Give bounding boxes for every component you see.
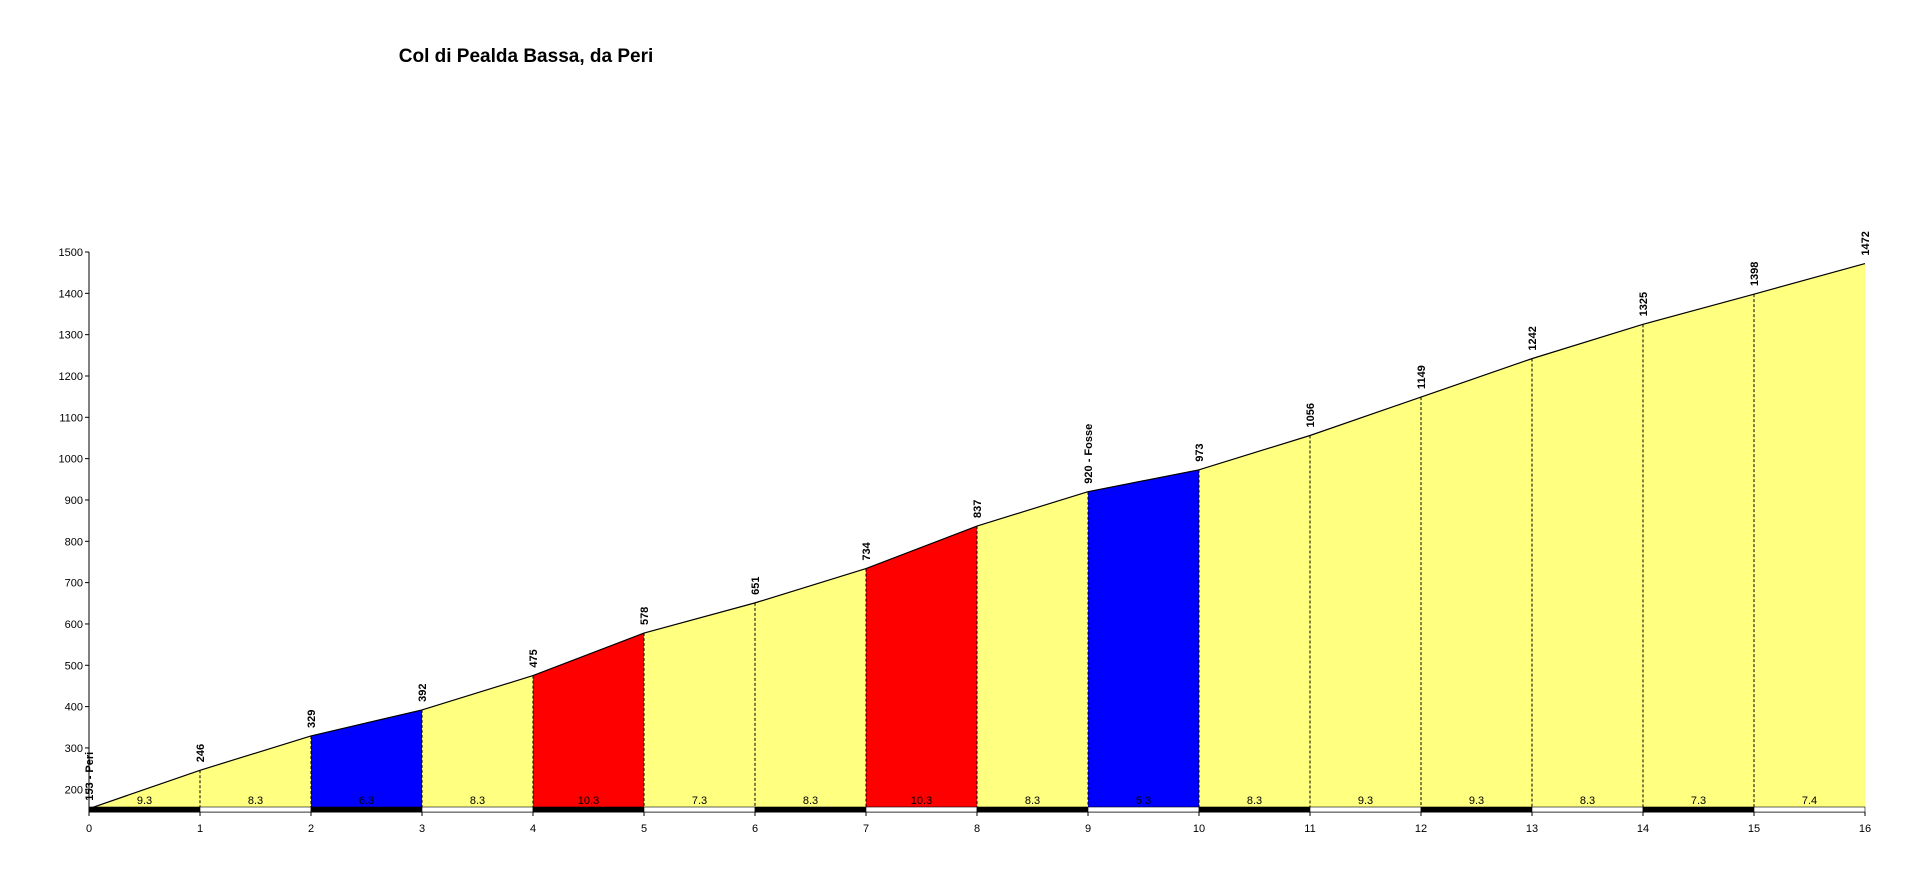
gradient-segment [1310, 397, 1421, 812]
km-strip [1420, 806, 1533, 813]
gradient-segment [644, 602, 755, 812]
elevation-label: 1242 [1527, 326, 1539, 350]
km-strip [310, 806, 423, 813]
gradient-label: 6.3 [359, 795, 374, 807]
elevation-label: 734 [861, 541, 873, 560]
x-tick-label: 2 [308, 823, 314, 835]
y-tick-label: 1300 [59, 330, 83, 342]
y-tick-label: 1000 [59, 454, 83, 466]
gradient-label: 8.3 [1025, 795, 1040, 807]
elevation-label: 1149 [1416, 365, 1428, 389]
gradient-label: 7.4 [1802, 795, 1817, 807]
gradient-segment [1199, 435, 1310, 812]
km-strip [1642, 806, 1755, 813]
elevation-label: 1056 [1305, 403, 1317, 427]
gradient-segment [89, 770, 200, 812]
gradient-segment [200, 735, 311, 812]
gradient-segment [1754, 263, 1865, 812]
gradient-label: 5.3 [1136, 795, 1151, 807]
x-tick-label: 14 [1637, 823, 1649, 835]
x-tick-label: 6 [752, 823, 758, 835]
km-strip [88, 806, 201, 813]
km-strip [1531, 806, 1644, 813]
gradient-label: 7.3 [1691, 795, 1706, 807]
km-strip [976, 806, 1089, 813]
km-strip [1087, 806, 1200, 813]
elevation-label: 1325 [1638, 292, 1650, 316]
elevation-label: 837 [972, 500, 984, 518]
gradient-segment [422, 675, 533, 812]
x-tick-label: 3 [419, 823, 425, 835]
x-tick-label: 4 [530, 823, 536, 835]
gradient-segment [1532, 324, 1643, 812]
km-strip [532, 806, 645, 813]
gradient-segment [1421, 358, 1532, 812]
elevation-label: 475 [528, 649, 540, 667]
x-tick-label: 16 [1859, 823, 1871, 835]
gradient-segment [755, 568, 866, 812]
km-strip [754, 806, 867, 813]
elevation-label: 651 [750, 577, 762, 595]
km-strip [1198, 806, 1311, 813]
km-strip [865, 806, 978, 813]
gradient-label: 8.3 [1247, 795, 1262, 807]
elevation-label: 329 [306, 710, 318, 728]
gradient-segment [977, 491, 1088, 812]
gradient-label: 9.3 [1469, 795, 1484, 807]
x-tick-label: 9 [1085, 823, 1091, 835]
gradient-label: 9.3 [137, 795, 152, 807]
gradient-label: 8.3 [248, 795, 263, 807]
km-strip [643, 806, 756, 813]
y-tick-label: 400 [65, 702, 83, 714]
gradient-segment [1643, 294, 1754, 812]
x-tick-label: 11 [1304, 823, 1315, 835]
gradient-segment [311, 709, 422, 812]
y-tick-label: 700 [65, 578, 83, 590]
elevation-label: 392 [417, 684, 429, 702]
x-tick-label: 1 [197, 823, 203, 835]
y-tick-label: 600 [65, 619, 83, 631]
gradient-segment [1088, 469, 1199, 812]
gradient-label: 7.3 [692, 795, 707, 807]
profile-line [88, 262, 1866, 810]
km-strip [421, 806, 534, 813]
elevation-label: 973 [1194, 443, 1206, 461]
km-strip [199, 806, 312, 813]
y-tick-label: 900 [65, 495, 83, 507]
y-tick-label: 500 [65, 660, 83, 672]
x-tick-label: 10 [1193, 823, 1205, 835]
elevation-label: 1472 [1860, 231, 1872, 255]
gradient-label: 8.3 [470, 795, 485, 807]
km-strip [1753, 806, 1866, 813]
gradient-label: 8.3 [1580, 795, 1595, 807]
elevation-label: 578 [639, 607, 651, 625]
y-tick-label: 1400 [59, 288, 83, 300]
x-tick-label: 15 [1748, 823, 1760, 835]
x-tick-label: 7 [863, 823, 869, 835]
elevation-label: 1398 [1749, 262, 1761, 286]
gradient-segment [866, 526, 977, 812]
km-strip [1309, 806, 1422, 813]
x-tick-label: 0 [86, 823, 92, 835]
y-tick-label: 300 [65, 743, 83, 755]
elevation-label: 920 - Fosse [1083, 424, 1095, 484]
gradient-label: 10.3 [578, 795, 599, 807]
x-tick-label: 5 [641, 823, 647, 835]
elevation-label: 153 - Peri [84, 752, 96, 801]
gradient-segment [533, 633, 644, 812]
elevation-label: 246 [195, 744, 207, 762]
chart-title: Col di Pealda Bassa, da Peri [399, 46, 654, 67]
y-tick-label: 1200 [59, 371, 83, 383]
x-tick-label: 12 [1415, 823, 1427, 835]
x-tick-label: 8 [974, 823, 980, 835]
gradient-label: 9.3 [1358, 795, 1373, 807]
gradient-label: 10.3 [911, 795, 932, 807]
x-tick-label: 13 [1526, 823, 1538, 835]
y-tick-label: 1500 [59, 247, 83, 259]
y-tick-label: 800 [65, 536, 83, 548]
y-tick-label: 200 [65, 784, 83, 796]
gradient-label: 8.3 [803, 795, 818, 807]
y-tick-label: 1100 [59, 412, 83, 424]
